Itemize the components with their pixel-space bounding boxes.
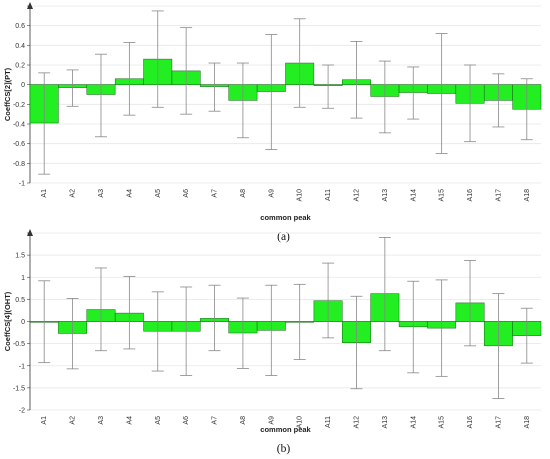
x-tick-label: A3 — [98, 189, 105, 198]
y-tick-label: -0.8 — [13, 161, 25, 168]
x-tick-label: A15 — [439, 189, 446, 202]
x-tick-label: A6 — [183, 416, 190, 425]
y-tick-label: 0.2 — [15, 63, 25, 70]
y-axis-label: CoeffCS[4](OHT) — [3, 291, 12, 351]
y-tick-label: 0.6 — [15, 23, 25, 30]
y-tick-label: 0.4 — [15, 43, 25, 50]
x-tick-label: A16 — [467, 189, 474, 202]
x-tick-label: A13 — [382, 189, 389, 202]
x-axis-label: common peak — [260, 213, 311, 222]
x-tick-label: A7 — [212, 189, 219, 198]
chart-panel-a: -1 -0.8 -0.6 -0.4 -0.2 0 0.2 0.4 0.6 A1 A2 A3 A4 A5 A6… — [3, 2, 542, 243]
y-tick-label: -1 — [19, 363, 25, 370]
x-tick-label: A17 — [495, 189, 502, 202]
x-tick-label: A2 — [70, 189, 77, 198]
x-tick-label: A7 — [212, 416, 219, 425]
x-tick-label: A11 — [325, 416, 332, 428]
y-tick-label: 0.5 — [15, 297, 25, 304]
x-axis-label: common peak — [260, 425, 311, 434]
x-tick-label: A1 — [41, 189, 48, 198]
x-tick-label: A4 — [126, 416, 133, 425]
x-tick-label: A14 — [410, 416, 417, 429]
x-tick-label: A15 — [439, 416, 446, 429]
x-tick-label: A13 — [382, 416, 389, 429]
y-tick-label: -1 — [19, 181, 25, 188]
x-tick-label: A18 — [524, 416, 531, 429]
x-tick-label: A12 — [353, 189, 360, 202]
y-tick-label: -0.4 — [13, 122, 25, 129]
y-tick-label: -1.5 — [13, 385, 25, 392]
y-tick-label: -0.5 — [13, 341, 25, 348]
x-tick-label: A4 — [126, 189, 133, 198]
x-tick-label: A6 — [183, 189, 190, 198]
chart-panel-b: -2 -1.5 -1 -0.5 0 0.5 1 1.5 A1 A2 A3 A4 A5 A6 A7 A8 A9 A1… — [3, 229, 542, 455]
x-tick-label: A9 — [268, 189, 275, 198]
y-tick-label: -0.6 — [13, 141, 25, 148]
panel-label: (b) — [277, 443, 291, 455]
x-tick-label: A8 — [240, 416, 247, 425]
x-tick-label: A9 — [268, 416, 275, 425]
x-tick-label: A5 — [155, 416, 162, 425]
x-tick-label: A1 — [41, 416, 48, 425]
x-tick-label: A14 — [410, 189, 417, 202]
y-axis-arrow-icon — [27, 229, 33, 236]
x-tick-label: A12 — [353, 416, 360, 429]
y-tick-label: 0 — [21, 319, 25, 326]
x-tick-label: A2 — [70, 416, 77, 425]
x-tick-label: A11 — [325, 189, 332, 201]
x-tick-label: A10 — [297, 189, 304, 202]
y-tick-label: -0.2 — [13, 102, 25, 109]
y-tick-label: 1.5 — [15, 253, 25, 260]
x-tick-label: A8 — [240, 189, 247, 198]
y-axis-label: CoeffCS[2](PT) — [3, 67, 12, 121]
y-axis-arrow-icon — [27, 2, 33, 9]
y-tick-label: -2 — [19, 408, 25, 415]
y-tick-label: 1 — [21, 275, 25, 282]
x-tick-label: A10 — [297, 416, 304, 429]
panel-label: (a) — [277, 231, 290, 243]
x-tick-label: A16 — [467, 416, 474, 429]
x-tick-label: A17 — [495, 416, 502, 429]
x-tick-label: A3 — [98, 416, 105, 425]
x-tick-label: A18 — [524, 189, 531, 202]
y-tick-label: 0 — [21, 82, 25, 89]
x-tick-label: A5 — [155, 189, 162, 198]
